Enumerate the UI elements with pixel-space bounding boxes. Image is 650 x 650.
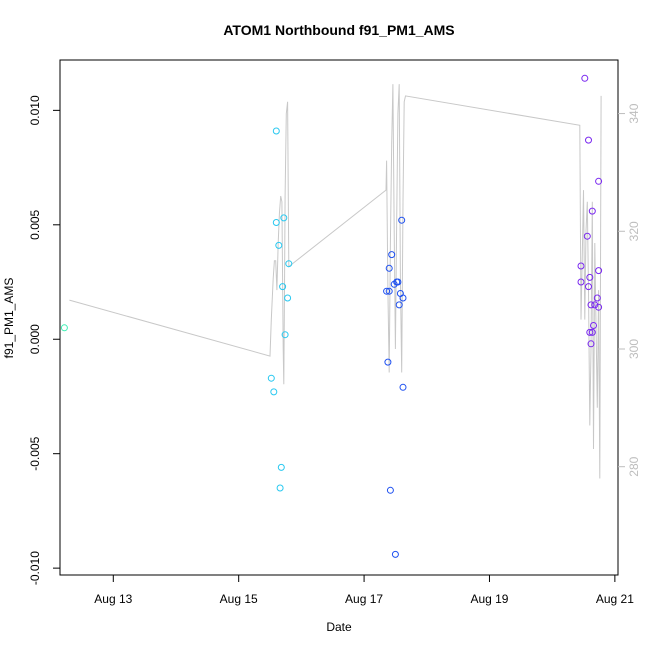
data-point-36 xyxy=(586,273,594,281)
y2-tick-label-4: 340 xyxy=(627,103,641,123)
y2-tick-label-1: 280 xyxy=(627,456,641,476)
data-point-23 xyxy=(395,301,403,309)
data-point-31 xyxy=(595,177,603,185)
y2-tick-label-3: 320 xyxy=(627,221,641,241)
heading-series-line xyxy=(69,84,602,479)
data-point-7 xyxy=(279,283,287,291)
chart-title: ATOM1 Northbound f91_PM1_AMS xyxy=(223,22,454,38)
data-point-30 xyxy=(585,136,592,144)
x-tick-label-1: Aug 13 xyxy=(94,592,132,606)
data-point-44 xyxy=(586,328,594,336)
data-point-16 xyxy=(385,264,393,272)
y2-tick-label-2: 300 xyxy=(627,339,641,359)
data-point-6 xyxy=(285,260,293,268)
data-point-1 xyxy=(60,324,68,332)
data-point-5 xyxy=(280,214,288,222)
data-point-43 xyxy=(590,322,597,329)
data-point-41 xyxy=(591,301,599,309)
data-point-4 xyxy=(275,241,283,249)
data-point-22 xyxy=(399,294,407,302)
y-axis-right: 280 300 320 340 xyxy=(618,103,641,477)
data-point-26 xyxy=(399,383,407,391)
data-point-14 xyxy=(383,287,391,295)
x-tick-label-5: Aug 21 xyxy=(596,592,634,606)
data-point-24 xyxy=(398,216,406,224)
x-tick-label-3: Aug 17 xyxy=(345,592,383,606)
data-point-20 xyxy=(394,278,402,286)
data-point-2 xyxy=(272,127,280,135)
y-tick-label-4: 0.005 xyxy=(28,209,42,239)
data-point-45 xyxy=(588,328,596,336)
data-points-group xyxy=(60,74,603,558)
data-point-10 xyxy=(267,374,275,382)
data-point-28 xyxy=(391,550,399,558)
x-tick-label-4: Aug 19 xyxy=(470,592,508,606)
data-point-32 xyxy=(588,207,596,215)
data-point-29 xyxy=(581,74,589,82)
data-point-3 xyxy=(272,219,280,226)
y-axis-label: f91_PM1_AMS xyxy=(2,278,16,359)
y-tick-label-1: -0.010 xyxy=(28,551,42,585)
data-point-9 xyxy=(281,331,289,339)
data-point-46 xyxy=(587,340,595,348)
x-axis-label: Date xyxy=(326,620,352,634)
data-point-33 xyxy=(583,232,591,240)
data-point-15 xyxy=(385,287,393,295)
data-point-13 xyxy=(276,484,284,492)
y-axis-left: -0.010 -0.005 0.000 0.005 0.010 xyxy=(28,95,60,585)
data-point-34 xyxy=(577,262,585,270)
y-tick-label-5: 0.010 xyxy=(28,95,42,125)
data-point-17 xyxy=(388,251,396,259)
x-tick-label-2: Aug 15 xyxy=(220,592,258,606)
data-point-11 xyxy=(270,388,278,396)
data-point-42 xyxy=(595,303,603,311)
data-point-37 xyxy=(577,278,585,286)
data-point-38 xyxy=(585,283,592,291)
y-tick-label-3: 0.000 xyxy=(28,324,42,354)
plot-frame xyxy=(59,59,619,576)
data-point-12 xyxy=(277,463,285,471)
y-tick-label-2: -0.005 xyxy=(28,436,42,470)
x-axis: Aug 13 Aug 15 Aug 17 Aug 19 Aug 21 xyxy=(94,575,634,606)
data-point-39 xyxy=(593,294,601,302)
data-point-8 xyxy=(284,294,292,302)
data-point-40 xyxy=(587,301,595,309)
data-point-25 xyxy=(384,358,392,366)
data-point-35 xyxy=(595,267,603,275)
heading-series-line-group xyxy=(69,84,602,479)
data-point-27 xyxy=(386,486,394,494)
